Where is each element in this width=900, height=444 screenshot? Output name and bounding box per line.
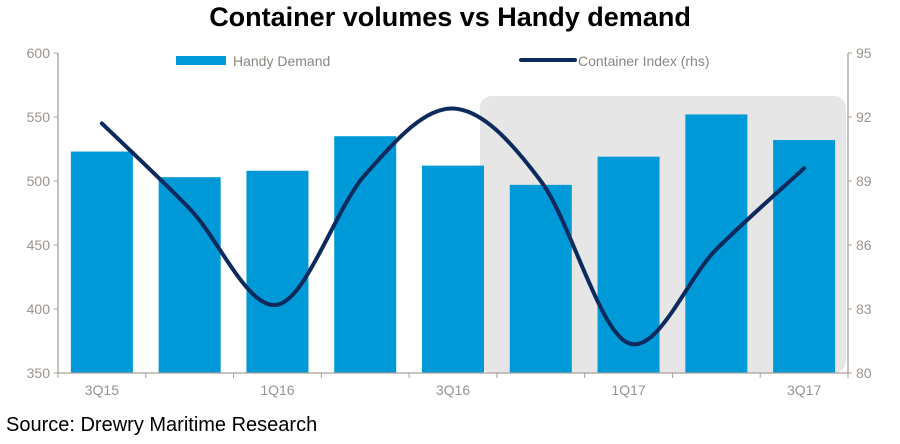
left-tick-label: 450 <box>27 237 51 253</box>
x-tick-label: 3Q16 <box>436 382 470 398</box>
bar-3Q17 <box>773 140 836 373</box>
x-tick-label: 3Q17 <box>787 382 821 398</box>
x-tick-label: 3Q15 <box>85 382 119 398</box>
left-tick-label: 400 <box>27 301 51 317</box>
right-tick-label: 86 <box>856 237 872 253</box>
bar-4Q16 <box>509 184 572 373</box>
bar-3Q16 <box>422 165 484 373</box>
left-tick-label: 350 <box>27 365 51 381</box>
bar-1Q17 <box>597 156 660 373</box>
right-tick-label: 95 <box>856 45 872 61</box>
right-tick-label: 89 <box>856 173 872 189</box>
source-note: Source: Drewry Maritime Research <box>6 414 318 436</box>
chart-title: Container volumes vs Handy demand <box>209 2 691 32</box>
right-tick-label: 92 <box>856 109 872 125</box>
left-tick-label: 550 <box>27 109 51 125</box>
bar-3Q15 <box>70 151 133 373</box>
right-tick-label: 83 <box>856 301 872 317</box>
x-tick-label: 1Q17 <box>611 382 645 398</box>
left-tick-label: 600 <box>27 45 51 61</box>
legend-label-handy-demand: Handy Demand <box>233 53 330 69</box>
legend-swatch-handy-demand <box>176 56 226 65</box>
container-index-line <box>99 106 807 347</box>
left-tick-label: 500 <box>27 173 51 189</box>
bar-1Q16 <box>246 170 309 373</box>
bar-2Q17 <box>685 114 748 373</box>
right-tick-label: 80 <box>856 365 872 381</box>
x-tick-label: 1Q16 <box>260 382 294 398</box>
legend-label-container-index: Container Index (rhs) <box>578 53 710 69</box>
